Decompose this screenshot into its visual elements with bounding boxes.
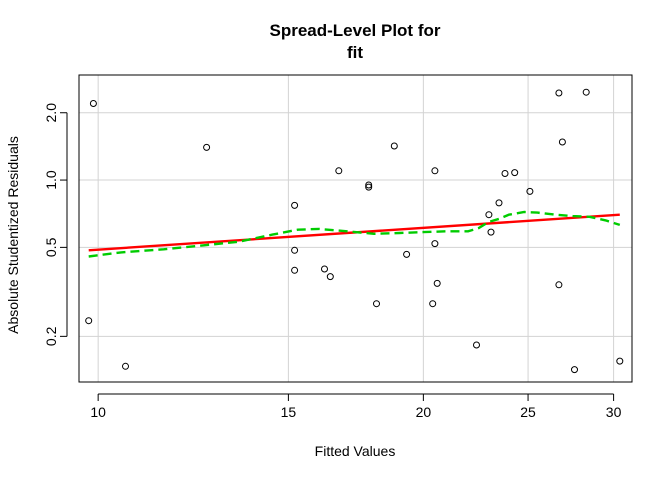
data-point xyxy=(203,143,211,151)
y-tick-label-1.0: 1.0 xyxy=(43,170,59,190)
data-point xyxy=(616,357,624,365)
smoother-line xyxy=(88,210,621,258)
data-points xyxy=(85,88,624,374)
data-point xyxy=(403,250,411,258)
data-point xyxy=(526,187,534,195)
data-point xyxy=(429,300,437,308)
y-tick-label-0.5: 0.5 xyxy=(43,237,59,257)
x-tick-label-10: 10 xyxy=(90,404,106,420)
data-point xyxy=(501,170,509,177)
y-axis: 0.2 0.5 1.0 2.0 xyxy=(43,103,68,346)
data-point xyxy=(495,199,503,207)
x-axis-label: Fitted Values xyxy=(315,443,396,459)
y-tick-label-2.0: 2.0 xyxy=(43,103,59,123)
data-point xyxy=(335,167,343,175)
data-point xyxy=(365,181,373,189)
data-point xyxy=(291,246,299,254)
data-point xyxy=(122,362,129,370)
data-point xyxy=(582,88,590,96)
data-point xyxy=(433,279,441,287)
x-axis: 10 15 20 25 30 xyxy=(90,393,622,420)
grid-lines xyxy=(79,75,632,382)
data-point xyxy=(89,100,97,107)
chart-title-line-1: Spread-Level Plot for xyxy=(270,21,441,40)
data-point xyxy=(431,240,439,248)
data-point xyxy=(473,341,480,349)
data-point xyxy=(291,201,299,209)
data-point xyxy=(373,300,380,308)
data-point xyxy=(321,265,328,273)
y-axis-label: Absolute Studentized Residuals xyxy=(5,136,21,334)
data-point xyxy=(431,167,439,175)
data-point xyxy=(326,273,334,281)
data-point xyxy=(85,317,93,325)
data-point xyxy=(485,211,493,219)
data-point xyxy=(555,281,563,289)
y-tick-label-0.2: 0.2 xyxy=(43,326,59,346)
data-point xyxy=(511,169,519,177)
data-point xyxy=(487,228,495,236)
data-point xyxy=(555,89,563,97)
data-point xyxy=(571,366,578,374)
x-tick-label-30: 30 xyxy=(606,404,622,420)
chart-title-line-2: fit xyxy=(347,43,363,62)
data-point xyxy=(390,142,398,150)
x-tick-label-25: 25 xyxy=(520,404,536,420)
data-point xyxy=(558,138,566,146)
series-lines xyxy=(88,210,621,258)
plot-frame xyxy=(78,74,633,383)
data-point xyxy=(291,266,299,274)
x-tick-label-20: 20 xyxy=(416,404,432,420)
data-point xyxy=(365,183,373,191)
x-tick-label-15: 15 xyxy=(281,404,297,420)
